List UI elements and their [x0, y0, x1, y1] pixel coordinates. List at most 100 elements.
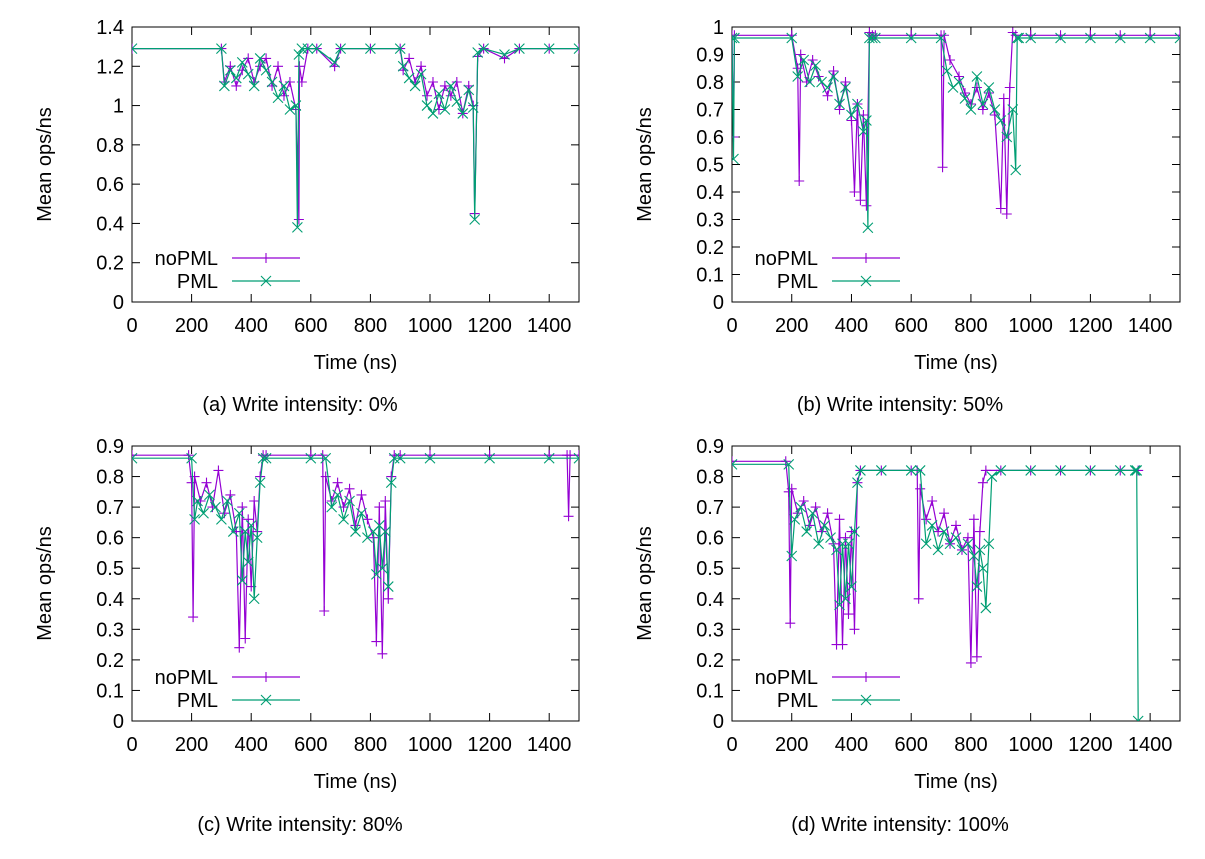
x-tick-label: 200	[175, 315, 208, 337]
data-point-PML	[977, 98, 989, 110]
data-point-PML	[189, 513, 200, 525]
data-point-PML	[445, 80, 457, 92]
data-point-PML	[807, 507, 819, 519]
x-tick-label: 1200	[1068, 315, 1113, 337]
y-tick-label: 0.4	[696, 182, 724, 204]
data-point-PML	[905, 32, 917, 44]
x-axis-label: Time (ns)	[914, 771, 998, 793]
y-tick-label: 0.3	[696, 619, 724, 641]
data-point-PML	[210, 501, 221, 513]
data-point-PML	[484, 452, 495, 464]
data-point-PML	[260, 452, 272, 464]
data-point-PML	[962, 538, 974, 550]
data-point-PML	[451, 96, 463, 108]
data-point-noPML	[1004, 82, 1015, 93]
data-point-PML	[813, 538, 825, 550]
data-point-noPML	[822, 508, 833, 519]
data-point-noPML	[959, 88, 970, 98]
data-point-PML	[543, 43, 555, 54]
data-point-PML	[1085, 32, 1096, 44]
data-point-PML	[248, 80, 260, 92]
data-point-noPML	[927, 496, 938, 506]
x-tick-label: 800	[354, 734, 387, 756]
data-point-noPML	[422, 90, 433, 101]
data-point-PML	[192, 495, 203, 507]
series-line-PML	[132, 457, 579, 599]
x-tick-label: 1000	[1008, 315, 1053, 337]
plot-frame	[731, 445, 1181, 722]
data-point-noPML	[294, 61, 305, 72]
data-point-noPML	[849, 624, 860, 635]
x-tick-label: 1400	[527, 734, 572, 756]
data-point-PML	[932, 544, 944, 556]
x-tick-label: 1000	[408, 734, 453, 756]
data-point-PML	[1007, 104, 1019, 115]
data-point-PML	[394, 43, 406, 54]
data-point-noPML	[249, 496, 260, 506]
data-point-PML	[236, 575, 248, 586]
data-point-PML	[186, 452, 197, 464]
data-point-noPML	[356, 489, 367, 500]
data-point-PML	[732, 153, 739, 165]
chart-svg-a: 0 0.2 0.4 0.6 0.8 1 1.2 1.4 0 200 400 600 800 1000 120…	[34, 17, 580, 374]
data-point-noPML	[974, 526, 985, 537]
data-point-noPML	[451, 77, 462, 87]
data-point-PML	[284, 104, 296, 115]
y-tick-label: 0.9	[696, 45, 724, 67]
data-point-noPML	[837, 639, 848, 650]
chart-panel-a: 0 0.2 0.4 0.6 0.8 1 1.2 1.4 0 200 400 600 800 1000 120…	[0, 0, 600, 429]
data-point-PML	[1001, 131, 1013, 143]
legend-marker-PML	[260, 694, 272, 706]
series-PML	[132, 43, 579, 233]
data-point-PML	[875, 465, 887, 476]
legend-label-noPML: noPML	[155, 667, 218, 689]
y-tick-label: 0.9	[696, 436, 724, 458]
chart-caption-c: (c) Write intensity: 80%	[197, 814, 403, 836]
data-point-PML	[1144, 32, 1156, 44]
data-point-PML	[786, 32, 798, 44]
data-point-PML	[1114, 32, 1126, 44]
data-point-PML	[1085, 465, 1096, 476]
data-point-PML	[977, 562, 989, 574]
data-point-PML	[254, 477, 266, 489]
data-point-noPML	[971, 82, 982, 93]
x-tick-label: 200	[775, 734, 808, 756]
series-PML	[732, 458, 1144, 721]
data-point-noPML	[319, 606, 330, 616]
data-point-PML	[278, 80, 290, 92]
y-tick-label: 0.4	[96, 589, 124, 611]
data-point-PML	[786, 550, 798, 562]
data-point-PML	[935, 32, 947, 44]
data-point-noPML	[785, 618, 796, 629]
data-point-PML	[905, 465, 917, 476]
series-PML	[132, 452, 579, 605]
y-tick-label: 0.5	[696, 558, 724, 580]
data-point-PML	[804, 76, 816, 88]
data-point-PML	[427, 108, 439, 119]
y-tick-label: 0.7	[96, 497, 124, 519]
data-point-PML	[941, 65, 953, 77]
series-line-noPML	[132, 47, 579, 220]
data-point-noPML	[377, 648, 388, 659]
chart-svg-d: 0 0.1 0.2 0.3 0.4 0.5 0.6 0.7 0.8 0.9 0 200 400 600 80…	[634, 436, 1181, 793]
data-point-PML	[862, 222, 874, 234]
data-point-noPML	[1001, 209, 1012, 219]
data-point-PML	[989, 104, 1001, 115]
data-point-PML	[344, 495, 355, 507]
series-line-noPML	[732, 31, 1180, 215]
data-point-noPML	[998, 93, 1009, 104]
data-point-PML	[861, 115, 872, 126]
series-line-PML	[132, 47, 579, 228]
data-point-PML	[869, 32, 881, 44]
y-tick-label: 1.2	[96, 56, 124, 78]
data-point-PML	[248, 593, 260, 605]
data-point-noPML	[913, 593, 924, 604]
data-point-noPML	[240, 633, 251, 644]
x-tick-label: 1200	[467, 734, 512, 756]
data-point-PML	[439, 104, 451, 115]
data-point-PML	[266, 76, 278, 88]
data-point-PML	[965, 104, 977, 115]
data-point-PML	[236, 56, 248, 68]
y-tick-label: 0.2	[96, 253, 124, 275]
x-tick-label: 1200	[467, 315, 512, 337]
